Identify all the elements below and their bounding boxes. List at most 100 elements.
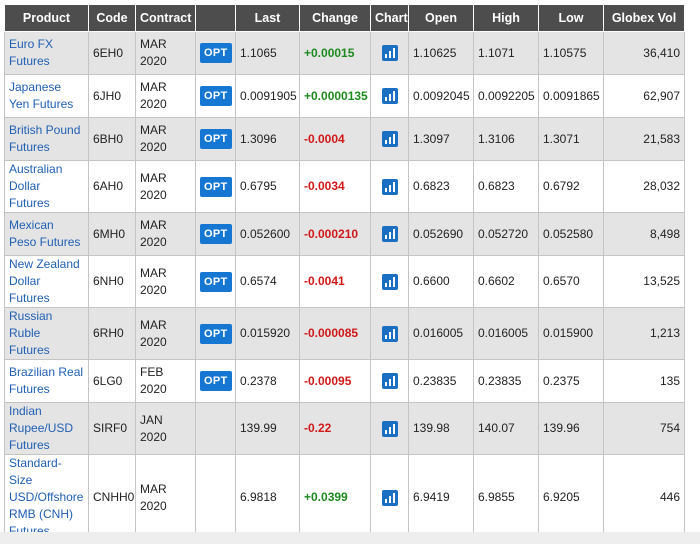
code-cell: 6MH0 (88, 212, 136, 256)
opt-cell: OPT (195, 117, 236, 161)
opt-button[interactable]: OPT (200, 176, 232, 197)
last-cell: 6.9818 (235, 454, 300, 541)
low-cell: 1.10575 (538, 31, 604, 75)
bar-chart-icon[interactable] (381, 420, 398, 437)
opt-button[interactable]: OPT (200, 371, 232, 391)
last-cell: 1.3096 (235, 117, 300, 161)
change-cell: +0.0399 (299, 454, 371, 541)
globex-vol-cell: 1,213 (603, 307, 685, 360)
header-code[interactable]: Code (88, 4, 136, 32)
last-cell: 0.015920 (235, 307, 300, 360)
last-cell: 0.6795 (235, 160, 300, 213)
product-link[interactable]: Brazilian Real Futures (4, 359, 89, 403)
bar-chart-icon[interactable] (381, 273, 398, 290)
opt-cell-empty (195, 454, 236, 541)
bar-chart-icon[interactable] (381, 45, 398, 62)
product-link[interactable]: Russian Ruble Futures (4, 307, 89, 360)
open-cell: 0.052690 (408, 212, 474, 256)
table-row: Japanese Yen Futures 6JH0 MAR 2020 OPT 0.009… (4, 74, 685, 118)
header-low[interactable]: Low (538, 4, 604, 32)
chart-cell (370, 74, 409, 118)
contract-cell: MAR 2020 (135, 212, 196, 256)
high-cell: 1.1071 (473, 31, 539, 75)
bar-chart-icon[interactable] (381, 131, 398, 148)
header-globex-vol[interactable]: Globex Vol (603, 4, 685, 32)
open-cell: 0.23835 (408, 359, 474, 403)
page-bottom-edge (0, 532, 700, 544)
chart-cell (370, 212, 409, 256)
code-cell: CNHH0 (88, 454, 136, 541)
table-row: Indian Rupee/USD Futures SIRF0 JAN 2020 139… (4, 402, 685, 455)
opt-button[interactable]: OPT (200, 271, 232, 292)
header-change[interactable]: Change (299, 4, 371, 32)
open-cell: 139.98 (408, 402, 474, 455)
code-cell: 6EH0 (88, 31, 136, 75)
bar-chart-icon[interactable] (381, 178, 398, 195)
product-link[interactable]: New Zealand Dollar Futures (4, 255, 89, 308)
open-cell: 1.3097 (408, 117, 474, 161)
change-cell: -0.0004 (299, 117, 371, 161)
futures-table-container: Product Code Contract Last Change Chart … (4, 4, 685, 541)
code-cell: SIRF0 (88, 402, 136, 455)
product-link[interactable]: Japanese Yen Futures (4, 74, 89, 118)
opt-cell: OPT (195, 74, 236, 118)
contract-cell: MAR 2020 (135, 74, 196, 118)
change-cell: -0.000085 (299, 307, 371, 360)
opt-button[interactable]: OPT (200, 43, 232, 63)
high-cell: 0.052720 (473, 212, 539, 256)
opt-button[interactable]: OPT (200, 86, 232, 106)
last-cell: 0.2378 (235, 359, 300, 403)
product-link[interactable]: Mexican Peso Futures (4, 212, 89, 256)
low-cell: 1.3071 (538, 117, 604, 161)
open-cell: 0.016005 (408, 307, 474, 360)
bar-chart-icon[interactable] (381, 373, 398, 390)
table-row: Mexican Peso Futures 6MH0 MAR 2020 OPT 0.052… (4, 212, 685, 256)
change-cell: -0.22 (299, 402, 371, 455)
chart-cell (370, 160, 409, 213)
change-cell: -0.00095 (299, 359, 371, 403)
change-cell: -0.0041 (299, 255, 371, 308)
fx-futures-table: Product Code Contract Last Change Chart … (4, 4, 685, 541)
globex-vol-cell: 8,498 (603, 212, 685, 256)
code-cell: 6BH0 (88, 117, 136, 161)
change-cell: +0.00015 (299, 31, 371, 75)
header-open[interactable]: Open (408, 4, 474, 32)
contract-cell: MAR 2020 (135, 255, 196, 308)
chart-cell (370, 255, 409, 308)
product-link[interactable]: British Pound Futures (4, 117, 89, 161)
product-link[interactable]: Indian Rupee/USD Futures (4, 402, 89, 455)
high-cell: 0.6823 (473, 160, 539, 213)
code-cell: 6RH0 (88, 307, 136, 360)
last-cell: 0.052600 (235, 212, 300, 256)
header-contract[interactable]: Contract (135, 4, 196, 32)
header-high[interactable]: High (473, 4, 539, 32)
last-cell: 0.0091905 (235, 74, 300, 118)
bar-chart-icon[interactable] (381, 226, 398, 243)
product-link[interactable]: Standard-Size USD/Offshore RMB (CNH) Fut… (4, 454, 89, 541)
table-row: New Zealand Dollar Futures 6NH0 MAR 2020 OP… (4, 255, 685, 308)
last-cell: 0.6574 (235, 255, 300, 308)
table-row: Euro FX Futures 6EH0 MAR 2020 OPT 1.1065 +0.0… (4, 31, 685, 75)
opt-cell: OPT (195, 212, 236, 256)
low-cell: 0.015900 (538, 307, 604, 360)
high-cell: 0.23835 (473, 359, 539, 403)
product-link[interactable]: Australian Dollar Futures (4, 160, 89, 213)
globex-vol-cell: 62,907 (603, 74, 685, 118)
globex-vol-cell: 754 (603, 402, 685, 455)
opt-button[interactable]: OPT (200, 323, 232, 344)
code-cell: 6NH0 (88, 255, 136, 308)
header-product[interactable]: Product (4, 4, 89, 32)
product-link[interactable]: Euro FX Futures (4, 31, 89, 75)
low-cell: 6.9205 (538, 454, 604, 541)
contract-cell: MAR 2020 (135, 454, 196, 541)
chart-cell (370, 31, 409, 75)
bar-chart-icon[interactable] (381, 88, 398, 105)
opt-button[interactable]: OPT (200, 129, 232, 149)
change-cell: -0.000210 (299, 212, 371, 256)
header-chart: Chart (370, 4, 409, 32)
bar-chart-icon[interactable] (381, 489, 398, 506)
opt-button[interactable]: OPT (200, 224, 232, 244)
header-last[interactable]: Last (235, 4, 300, 32)
table-row: Brazilian Real Futures 6LG0 FEB 2020 OPT 0.2… (4, 359, 685, 403)
bar-chart-icon[interactable] (381, 325, 398, 342)
